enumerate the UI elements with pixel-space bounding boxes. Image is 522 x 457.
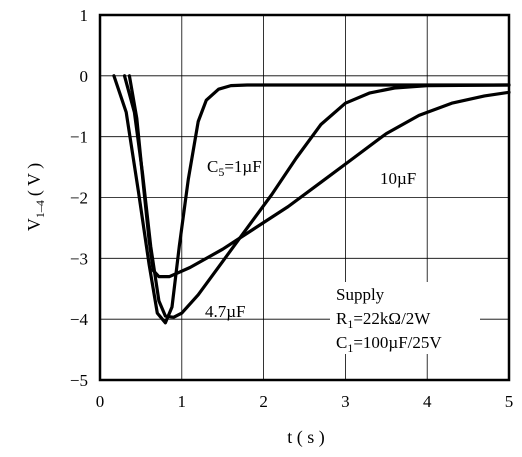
y-tick-label: −2 xyxy=(70,189,88,208)
annotation-c1-rest: =100µF/25V xyxy=(353,333,442,352)
series-label-c5-rest: =1µF xyxy=(224,157,261,176)
y-tick-label: −1 xyxy=(70,128,88,147)
y-tick-label: −3 xyxy=(70,249,88,268)
grid xyxy=(100,15,509,380)
y-axis-label-main: V xyxy=(24,218,44,231)
annotation-r1-rest: =22kΩ/2W xyxy=(353,309,431,328)
series-line-2 xyxy=(127,74,511,279)
x-tick-label: 3 xyxy=(341,392,350,411)
x-tick-label: 2 xyxy=(259,392,268,411)
annotation-supply: Supply xyxy=(336,285,385,304)
annotation-c1: C1=100µF/25V xyxy=(336,333,442,355)
y-axis-label-sub: 1–4 xyxy=(33,200,47,218)
series-group xyxy=(112,74,511,325)
y-tick-label: 0 xyxy=(80,67,89,86)
y-tick-labels: 1 0 −1 −2 −3 −4 −5 xyxy=(70,6,89,390)
y-tick-label: −5 xyxy=(70,371,88,390)
y-tick-label: 1 xyxy=(80,6,89,25)
annotation-r1: R1=22kΩ/2W xyxy=(336,309,431,331)
series-label-c5: C5=1µF xyxy=(207,157,262,179)
x-tick-label: 0 xyxy=(96,392,105,411)
x-axis-label: t ( s ) xyxy=(287,427,325,448)
annotation-background xyxy=(330,282,480,354)
x-tick-label: 4 xyxy=(423,392,432,411)
annotation-r1-main: R xyxy=(336,309,348,328)
y-axis-label: V1–4 ( V ) xyxy=(24,163,47,231)
annotation-r1-sub: 1 xyxy=(347,317,353,331)
series-label-c5-sub: 5 xyxy=(218,165,224,179)
y-tick-label: −4 xyxy=(70,310,89,329)
series-label-10uf: 10µF xyxy=(380,169,416,188)
x-tick-labels: 0 1 2 3 4 5 xyxy=(96,392,514,411)
x-tick-label: 5 xyxy=(505,392,514,411)
series-label-c5-main: C xyxy=(207,157,218,176)
series-line-0 xyxy=(112,74,511,325)
annotation-c1-sub: 1 xyxy=(347,341,353,355)
x-tick-label: 1 xyxy=(178,392,187,411)
plot-frame xyxy=(98,13,511,382)
annotation-c1-main: C xyxy=(336,333,347,352)
series-label-4-7uf: 4.7µF xyxy=(205,302,246,321)
y-axis-label-unit: ( V ) xyxy=(24,163,45,196)
